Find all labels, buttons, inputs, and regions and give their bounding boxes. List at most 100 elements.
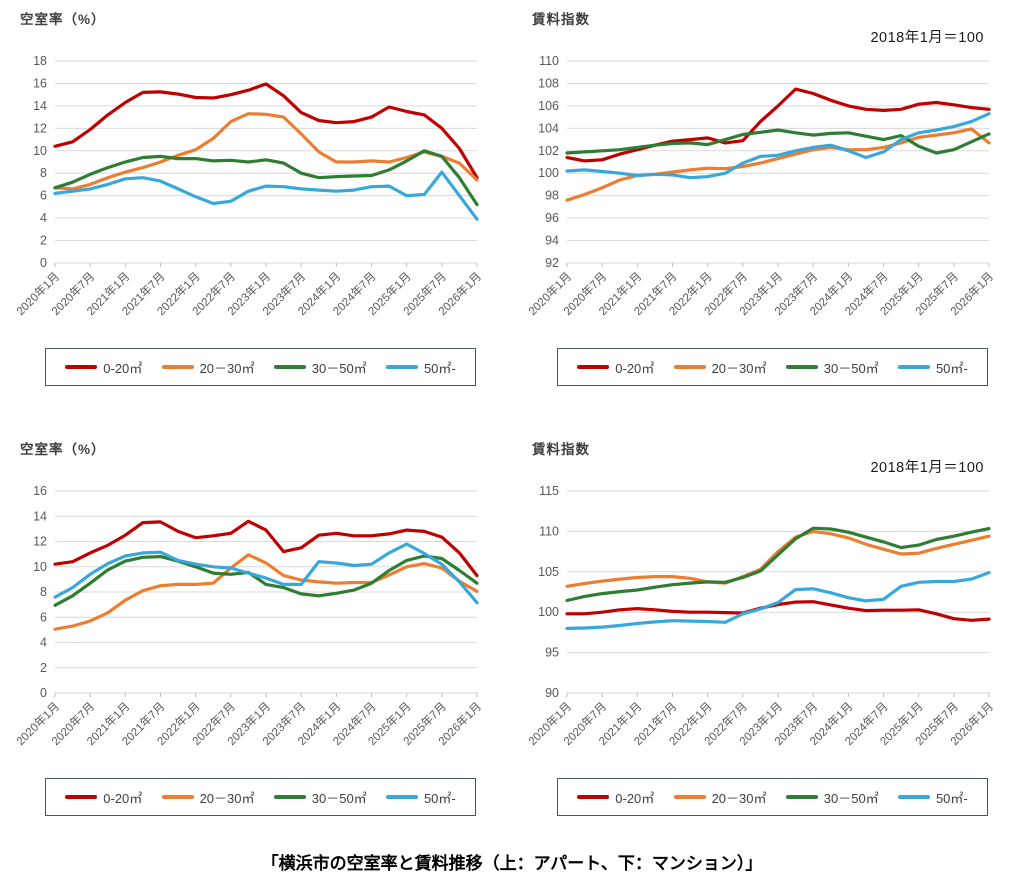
- y-tick-label: 12: [33, 121, 47, 135]
- y-tick-label: 2: [40, 661, 47, 675]
- legend-label: 30－50㎡: [311, 790, 367, 806]
- y-tick-label: 94: [545, 234, 559, 248]
- legend-label: 0-20㎡: [103, 790, 143, 806]
- legend-swatch-green: [273, 795, 306, 799]
- series-line-3: [53, 170, 479, 221]
- legend: 0-20㎡ 20－30㎡ 30－50㎡ 50㎡-: [45, 778, 476, 816]
- legend-item-1: 20－30㎡: [673, 788, 767, 807]
- legend-swatch-orange: [161, 795, 194, 799]
- legend-item-0: 0-20㎡: [577, 788, 654, 807]
- figure-caption: 「横浜市の空室率と賃料推移（上：アパート、下：マンション）」: [261, 854, 763, 873]
- series-line-0: [565, 600, 991, 622]
- apartment-rent-index-plot: 929496981001021041061081102020年1月2020年7月…: [525, 54, 996, 318]
- legend-item-1: 20－30㎡: [161, 788, 254, 807]
- y-tick-label: 14: [33, 509, 47, 523]
- y-tick-label: 10: [33, 144, 47, 158]
- series-line-2: [53, 554, 479, 607]
- series-line-1: [565, 529, 991, 588]
- legend-swatch-blue: [385, 795, 418, 799]
- y-tick-label: 104: [538, 121, 559, 135]
- y-tick-label: 102: [538, 144, 559, 158]
- y-tick-label: 105: [538, 565, 559, 579]
- legend-item-3: 50㎡-: [385, 788, 456, 807]
- series-line-0: [53, 519, 479, 578]
- series-line-1: [53, 112, 479, 191]
- legend-item-3: 50㎡-: [897, 788, 968, 807]
- legend-item-0: 0-20㎡: [65, 358, 142, 377]
- legend: 0-20㎡ 20－30㎡ 30－50㎡ 50㎡-: [557, 778, 988, 816]
- chart-panel-mansion-vacancy: 空室率（%） 0 2 4 6 8 10 12 14 16 2020年1月 2020年7月 2021年1…: [0, 430, 512, 845]
- legend-item-2: 30－50㎡: [785, 358, 879, 377]
- y-tick-label: 100: [538, 166, 559, 180]
- legend-item-3: 50㎡-: [385, 358, 456, 377]
- chart-title: 賃料指数: [532, 12, 590, 27]
- legend-label: 30－50㎡: [311, 360, 367, 376]
- legend-label: 50㎡-: [935, 790, 968, 806]
- y-tick-label: 98: [545, 189, 559, 203]
- y-tick-label: 90: [545, 686, 559, 700]
- chart-title: 空室率（%）: [20, 12, 106, 27]
- legend: 0-20㎡ 20－30㎡ 30－50㎡ 50㎡-: [557, 348, 988, 386]
- y-tick-label: 95: [545, 646, 559, 660]
- legend-swatch-blue: [897, 795, 930, 799]
- y-tick-label: 2: [40, 234, 47, 248]
- legend-swatch-blue: [385, 365, 418, 369]
- legend-label: 20－30㎡: [711, 790, 767, 806]
- series-line-3: [565, 570, 991, 630]
- legend-label: 50㎡-: [423, 790, 456, 806]
- chart-title: 賃料指数: [532, 442, 590, 457]
- legend-label: 50㎡-: [935, 360, 968, 376]
- y-tick-label: 8: [40, 585, 47, 599]
- y-tick-label: 4: [40, 211, 47, 225]
- y-tick-label: 110: [539, 524, 559, 538]
- legend-swatch-green: [785, 795, 818, 799]
- y-tick-label: 106: [538, 99, 559, 113]
- legend-swatch-orange: [161, 365, 194, 369]
- legend-item-1: 20－30㎡: [673, 358, 767, 377]
- y-tick-label: 100: [538, 605, 559, 619]
- legend-label: 20－30㎡: [199, 360, 255, 376]
- y-tick-label: 8: [40, 166, 47, 180]
- chart-subtitle: 2018年1月＝100: [870, 30, 984, 46]
- y-tick-label: 96: [545, 211, 559, 225]
- chart-grid: 空室率（%） 0 2 4 6 8 10 12 14 16 18 2020年1月 2020年7月 2021…: [0, 0, 1024, 845]
- series-line-0: [565, 87, 991, 163]
- y-tick-label: 16: [33, 484, 47, 498]
- y-tick-label: 110: [539, 54, 559, 68]
- legend-item-3: 50㎡-: [897, 358, 968, 377]
- series-line-1: [53, 553, 479, 631]
- legend-item-1: 20－30㎡: [161, 358, 255, 377]
- chart-subtitle: 2018年1月＝100: [870, 460, 984, 476]
- legend-label: 0-20㎡: [103, 360, 143, 376]
- legend: 0-20㎡ 20－30㎡ 30－50㎡ 50㎡-: [45, 348, 476, 386]
- legend-item-0: 0-20㎡: [65, 788, 142, 807]
- chart-panel-apartment-rent-index: 賃料指数 2018年1月＝100 92 94 96 98 100 102 104 106 108…: [512, 0, 1024, 430]
- y-tick-label: 4: [40, 636, 47, 650]
- chart-panel-mansion-rent-index: 賃料指数 2018年1月＝100 90 95 100 105 110 115 2020年1月…: [512, 430, 1024, 845]
- legend-swatch-red: [577, 365, 610, 369]
- y-tick-label: 14: [33, 99, 47, 113]
- y-tick-label: 18: [33, 54, 47, 68]
- y-tick-label: 6: [40, 189, 47, 203]
- y-tick-label: 16: [33, 76, 47, 90]
- legend-swatch-blue: [897, 365, 930, 369]
- series-line-2: [565, 128, 991, 155]
- y-tick-label: 115: [539, 484, 559, 498]
- legend-item-2: 30－50㎡: [785, 788, 879, 807]
- legend-swatch-red: [65, 365, 98, 369]
- y-tick-label: 108: [538, 76, 559, 90]
- legend-swatch-red: [577, 795, 610, 799]
- mansion-vacancy-plot: 02468101214162020年1月2020年7月2021年1月2021年7…: [13, 484, 484, 748]
- legend-item-2: 30－50㎡: [273, 358, 367, 377]
- series-line-2: [565, 526, 991, 603]
- y-tick-label: 0: [40, 686, 47, 700]
- y-tick-label: 10: [33, 560, 47, 574]
- legend-label: 50㎡-: [423, 360, 456, 376]
- legend-label: 20－30㎡: [711, 360, 767, 376]
- legend-swatch-green: [785, 365, 818, 369]
- legend-item-2: 30－50㎡: [273, 788, 367, 807]
- series-line-3: [53, 542, 479, 605]
- legend-label: 0-20㎡: [615, 790, 655, 806]
- y-tick-label: 6: [40, 610, 47, 624]
- apartment-vacancy-plot: 0246810121416182020年1月2020年7月2021年1月2021…: [13, 54, 484, 318]
